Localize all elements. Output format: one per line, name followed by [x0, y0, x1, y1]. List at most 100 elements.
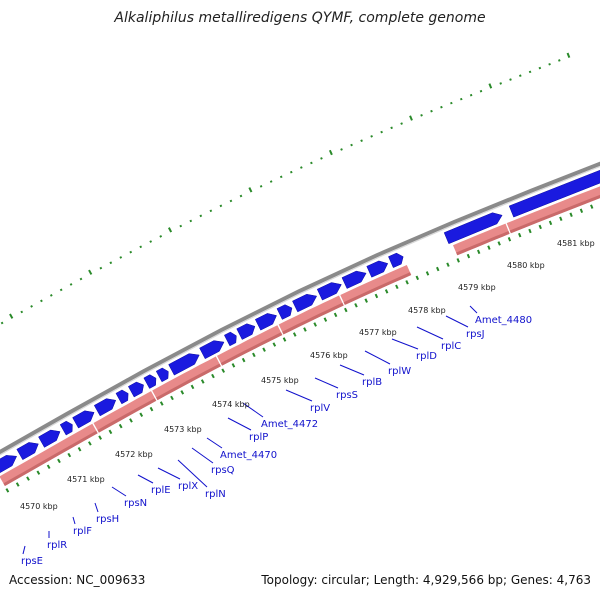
- reverse-cds-band: [278, 295, 344, 335]
- gc-tick: [119, 256, 123, 259]
- inner-tick: [67, 452, 72, 458]
- gene-leader-line: [22, 545, 26, 555]
- inner-tick: [477, 249, 481, 255]
- gc-tick: [88, 269, 93, 275]
- gene-leader-line: [416, 326, 444, 340]
- gc-tick: [9, 313, 14, 319]
- accession-label: Accession: NC_009633: [9, 573, 146, 587]
- gene-label: rplP: [249, 432, 268, 443]
- gc-tick: [229, 199, 233, 203]
- inner-tick: [46, 464, 51, 470]
- gc-tick: [566, 52, 571, 58]
- inner-tick: [436, 266, 440, 272]
- forward-cds-arrow: [254, 313, 277, 331]
- inner-tick: [518, 232, 522, 238]
- reverse-cds-shadow: [282, 302, 344, 335]
- forward-cds-arrow: [59, 420, 73, 436]
- gene-label: rpsN: [124, 498, 147, 509]
- gene-leader-line: [227, 417, 252, 431]
- forward-cds-arrow: [168, 353, 200, 376]
- inner-tick: [497, 241, 501, 246]
- gc-tick: [430, 109, 433, 113]
- inner-tick: [548, 220, 553, 226]
- inner-tick: [88, 441, 92, 446]
- reverse-cds-band: [217, 325, 283, 366]
- gene-leader-line: [364, 350, 391, 365]
- inner-ticks: [5, 204, 594, 493]
- inner-tick: [26, 476, 30, 481]
- gc-tick: [499, 82, 502, 85]
- inner-tick: [108, 429, 113, 435]
- gc-tick: [30, 305, 33, 308]
- inner-tick: [57, 458, 61, 464]
- gc-tick: [488, 83, 493, 89]
- inner-tick: [579, 208, 584, 213]
- forward-cds-arrow: [236, 323, 256, 340]
- gc-tick: [259, 185, 263, 188]
- gene-leader-line: [285, 389, 313, 402]
- kbp-label: 4580 kbp: [507, 261, 545, 270]
- reverse-cds-shadow: [156, 363, 221, 401]
- gc-tick: [509, 78, 512, 81]
- map-title: Alkaliphilus metalliredigens QYMF, compl…: [114, 10, 486, 26]
- inner-tick: [231, 363, 236, 368]
- inner-tick: [292, 332, 297, 337]
- reverse-cds-shadow: [456, 231, 510, 256]
- kbp-label: 4572 kbp: [115, 450, 153, 459]
- gene-leader-line: [206, 437, 223, 449]
- gene-leader-line: [445, 315, 469, 328]
- gc-tick: [360, 139, 363, 142]
- genome-summary-label: Topology: circular; Length: 4,929,566 bp…: [261, 573, 591, 587]
- gc-tick: [370, 135, 373, 138]
- gene-label: rpsE: [21, 556, 43, 567]
- gc-tick: [269, 180, 273, 183]
- gene-label: rpsS: [336, 390, 358, 401]
- forward-cds-arrow: [72, 410, 95, 429]
- gc-tick: [199, 214, 203, 218]
- gene-label: rplV: [310, 403, 330, 414]
- forward-cds-arrow: [341, 270, 367, 289]
- reverse-cds-shadow: [220, 332, 283, 366]
- kbp-label: 4581 kbp: [557, 239, 595, 248]
- gene-label: rplN: [205, 489, 226, 500]
- inner-tick: [538, 224, 542, 230]
- gene-label: rplR: [47, 540, 67, 551]
- reverse-cds-band: [152, 356, 221, 401]
- gc-tick: [538, 66, 542, 70]
- inner-tick: [507, 237, 512, 242]
- reverse-cds-shadow: [97, 398, 157, 433]
- forward-cds-arrow: [16, 442, 39, 461]
- forward-cds-arrow: [276, 304, 293, 320]
- gc-tick: [69, 283, 73, 286]
- inner-tick: [190, 384, 195, 390]
- reverse-cds-shadow: [3, 430, 98, 486]
- kbp-label: 4575 kbp: [261, 376, 299, 385]
- gc-tick: [0, 321, 4, 325]
- gc-tick: [109, 261, 113, 265]
- inner-tick: [139, 412, 144, 417]
- inner-tick: [303, 327, 307, 332]
- kbp-label: 4577 kbp: [359, 328, 397, 337]
- gc-tick: [40, 299, 43, 303]
- gc-tick: [279, 175, 283, 179]
- inner-tick: [446, 262, 450, 267]
- gc-tick: [328, 149, 333, 156]
- inner-tick: [559, 216, 563, 222]
- kbp-label: 4579 kbp: [458, 283, 496, 292]
- gene-label: rplE: [151, 485, 171, 496]
- kbp-label: 4571 kbp: [67, 475, 105, 484]
- forward-cds-arrow: [93, 398, 117, 417]
- forward-cds-arrow: [127, 381, 144, 398]
- gene-leader-line: [242, 402, 264, 418]
- gene-leader-line: [391, 338, 419, 350]
- gc-tick: [340, 148, 343, 151]
- reverse-cds-band: [340, 265, 412, 305]
- gc-tick: [189, 219, 193, 223]
- inner-tick: [374, 293, 379, 299]
- inner-tick: [159, 401, 164, 406]
- gene-leader-line: [111, 486, 127, 497]
- gc-tick: [440, 105, 443, 109]
- gc-tick: [79, 277, 83, 281]
- forward-cds-arrow: [388, 252, 404, 268]
